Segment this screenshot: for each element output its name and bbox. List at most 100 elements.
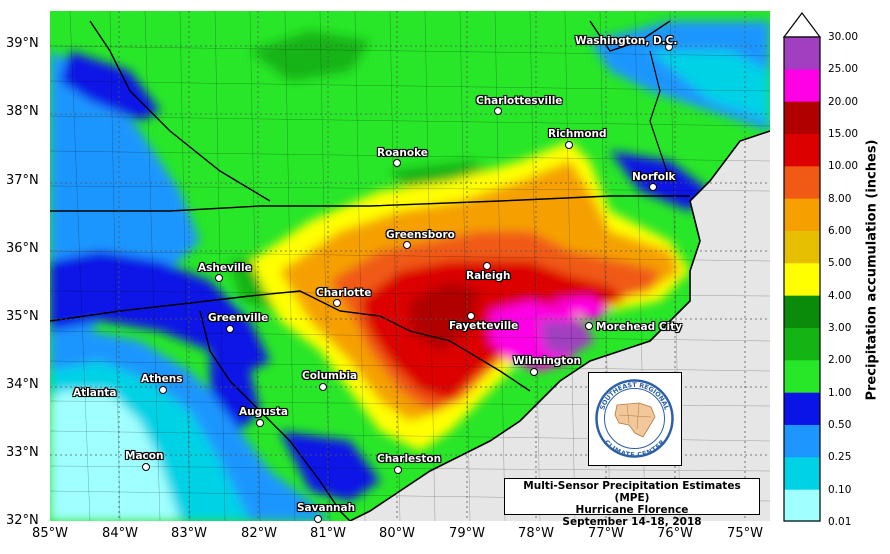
city-marker [565,141,573,149]
colorbar-tick-label: 25.00 [828,63,859,76]
colorbar [782,12,822,522]
colorbar-tick-label: 0.25 [828,451,852,464]
city-marker [215,274,223,282]
city-label-charleston: Charleston [377,453,442,465]
city-label-athens: Athens [141,373,183,385]
colorbar-extend-arrow [782,12,822,38]
city-label-asheville: Asheville [198,262,252,274]
city-label-charlotte: Charlotte [316,287,372,299]
city-label-greenville: Greenville [208,312,269,324]
city-marker [314,515,322,523]
city-marker [467,312,475,320]
lat-label: 33°N [6,445,39,460]
city-marker [530,368,538,376]
precipitation-map [50,11,770,521]
title-line-1: Multi-Sensor Precipitation Estimates (MP… [523,480,741,504]
city-marker [142,463,150,471]
city-marker [159,386,167,394]
city-marker [494,107,502,115]
lat-label: 38°N [6,104,39,119]
city-label-washington: Washington, D.C. [575,35,678,47]
lat-label: 32°N [6,513,39,528]
city-marker [319,383,327,391]
lat-label: 36°N [6,241,39,256]
colorbar-tick-label: 4.00 [828,289,852,302]
colorbar-swatch [784,489,820,522]
city-marker [393,159,401,167]
colorbar-swatch [784,37,820,70]
colorbar-swatch [784,198,820,232]
colorbar-tick-label: 1.00 [828,386,852,399]
colorbar-tick-label: 2.00 [828,354,852,367]
colorbar-swatch [784,101,820,135]
city-marker [483,262,491,270]
colorbar-swatch [784,134,820,167]
colorbar-tick-label: 10.00 [828,160,859,173]
colorbar-tick-label: 0.01 [828,516,852,528]
colorbar-tick-label: 20.00 [828,95,859,108]
city-marker [585,322,593,330]
colorbar-title: Precipitation accumulation (inches) [864,139,880,401]
lon-label: 83°W [171,526,207,541]
city-label-macon: Macon [125,450,164,462]
colorbar-tick-label: 3.00 [828,322,852,334]
city-label-augusta: Augusta [239,406,288,418]
colorbar-swatch [784,425,820,458]
lon-label: 79°W [449,526,485,541]
sercc-logo: SOUTHEAST REGIONAL CLIMATE CENTER [588,372,682,466]
lon-label: 76°W [657,526,693,541]
precipitation-field [50,11,770,521]
lon-label: 82°W [241,526,277,541]
map-title-box: Multi-Sensor Precipitation Estimates (MP… [504,478,760,528]
colorbar-tick-label: 5.00 [828,257,852,270]
colorbar-swatch [784,360,820,394]
title-line-3: September 14-18, 2018 [562,516,702,528]
colorbar-swatch [784,69,820,103]
colorbar-swatch [784,457,820,491]
city-marker [333,299,341,307]
lon-label: 80°W [379,526,415,541]
city-label-columbia: Columbia [302,370,358,382]
title-line-2: Hurricane Florence [575,504,689,516]
colorbar-tick-label: 0.50 [828,419,852,431]
colorbar-swatch [784,231,820,264]
lat-label: 39°N [6,36,39,51]
lon-label: 81°W [310,526,346,541]
colorbar-swatch [784,392,820,426]
city-marker [649,183,657,191]
city-label-greensboro: Greensboro [386,229,455,241]
lon-label: 77°W [588,526,624,541]
lon-label: 78°W [518,526,554,541]
lon-label: 85°W [32,526,68,541]
city-label-roanoke: Roanoke [377,147,428,159]
lat-label: 35°N [6,309,39,324]
city-label-norfolk: Norfolk [632,171,676,183]
lon-label: 75°W [727,526,763,541]
colorbar-tick-label: 0.10 [828,483,852,496]
lat-label: 37°N [6,173,39,188]
sercc-logo-graphic: SOUTHEAST REGIONAL CLIMATE CENTER [595,379,674,459]
city-label-morehead-city: Morehead City [596,321,682,333]
city-marker [403,241,411,249]
city-label-richmond: Richmond [548,128,607,140]
city-label-wilmington: Wilmington [513,355,582,367]
lat-label: 34°N [6,377,39,392]
city-label-charlottesville: Charlottesville [476,95,563,107]
colorbar-swatch [784,263,820,297]
colorbar-tick-label: 8.00 [828,192,852,205]
colorbar-frame [783,36,821,522]
city-marker [665,43,673,51]
colorbar-tick-label: 30.00 [828,31,859,43]
city-label-raleigh: Raleigh [466,270,511,282]
city-label-fayetteville: Fayetteville [449,320,519,332]
colorbar-tick-label: 6.00 [828,225,852,237]
colorbar-swatch [784,166,820,200]
colorbar-swatch [784,328,820,361]
city-marker [256,419,264,427]
city-label-savannah: Savannah [297,502,356,514]
colorbar-swatch [784,295,820,329]
city-marker [394,466,402,474]
city-marker [226,325,234,333]
city-label-atlanta: Atlanta [73,387,117,399]
lon-label: 84°W [102,526,138,541]
